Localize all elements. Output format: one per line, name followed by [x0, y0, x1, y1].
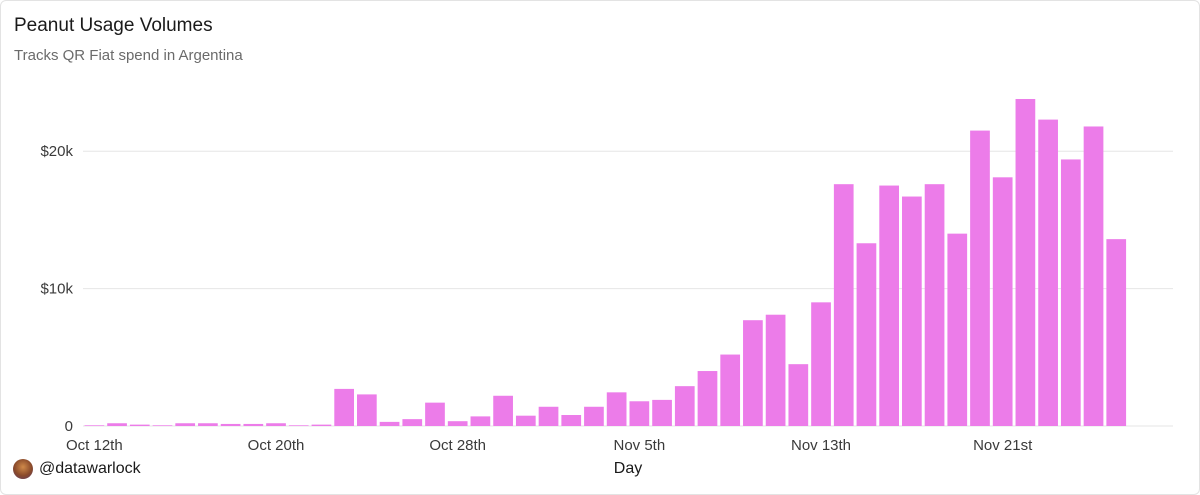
bar[interactable] [1083, 126, 1104, 426]
bar[interactable] [1106, 239, 1127, 426]
bar[interactable] [788, 364, 809, 426]
bar[interactable] [515, 415, 536, 426]
x-axis-ticks: Oct 12th Oct 20th Oct 28th Nov 5th Nov 13th N… [66, 437, 1033, 454]
y-tick-label: 0 [65, 418, 73, 435]
bar[interactable] [198, 423, 218, 426]
bar[interactable] [311, 424, 332, 426]
bar[interactable] [1060, 159, 1081, 426]
bar[interactable] [447, 421, 468, 426]
bar[interactable] [152, 425, 173, 426]
bar[interactable] [379, 421, 400, 426]
x-tick-label: Nov 13th [791, 437, 851, 454]
bar[interactable] [584, 406, 604, 426]
chart-subtitle: Tracks QR Fiat spend in Argentina [14, 47, 243, 64]
bar[interactable] [674, 386, 695, 426]
bar[interactable] [720, 354, 741, 426]
bar[interactable] [765, 314, 786, 426]
bar[interactable] [1015, 98, 1036, 427]
bar[interactable] [493, 395, 513, 426]
bar[interactable] [1038, 119, 1058, 426]
bar[interactable] [924, 184, 945, 426]
bar[interactable] [175, 423, 196, 426]
bar[interactable] [220, 423, 241, 426]
bar[interactable] [606, 392, 627, 426]
bar[interactable] [743, 320, 763, 426]
bar[interactable] [334, 388, 354, 426]
x-tick-label: Oct 20th [248, 437, 305, 454]
y-tick-label: $10k [40, 281, 73, 298]
bar[interactable] [84, 425, 105, 426]
bar[interactable] [266, 423, 286, 426]
bar[interactable] [947, 233, 968, 426]
bar[interactable] [107, 423, 127, 426]
chart-title: Peanut Usage Volumes [14, 15, 213, 36]
author-handle: @datawarlock [39, 460, 141, 477]
bar[interactable] [538, 406, 559, 426]
x-tick-label: Oct 28th [429, 437, 486, 454]
grid-lines [83, 150, 1173, 427]
bar[interactable] [402, 419, 423, 426]
x-tick-label: Nov 5th [613, 437, 665, 454]
bar[interactable] [425, 402, 445, 426]
author-badge[interactable]: @datawarlock [13, 459, 141, 479]
bar[interactable] [833, 184, 854, 426]
avatar [13, 459, 33, 479]
bar[interactable] [970, 130, 990, 426]
bar[interactable] [288, 425, 309, 426]
bars [84, 98, 1127, 427]
bar[interactable] [856, 243, 877, 426]
bar[interactable] [357, 394, 377, 426]
y-tick-label: $20k [40, 143, 73, 160]
bar[interactable] [902, 196, 922, 426]
bar[interactable] [697, 371, 718, 426]
x-tick-label: Oct 12th [66, 437, 123, 454]
x-tick-label: Nov 21st [973, 437, 1033, 454]
y-axis-ticks: 0 $10k $20k [40, 143, 73, 435]
bar[interactable] [992, 177, 1013, 426]
bar[interactable] [470, 416, 491, 426]
bar[interactable] [561, 415, 582, 426]
bar[interactable] [243, 423, 264, 426]
bar[interactable] [129, 424, 150, 426]
bar[interactable] [629, 401, 650, 426]
bar[interactable] [879, 185, 899, 426]
bar[interactable] [652, 399, 672, 426]
x-axis-label: Day [614, 460, 642, 477]
bar[interactable] [811, 302, 831, 426]
